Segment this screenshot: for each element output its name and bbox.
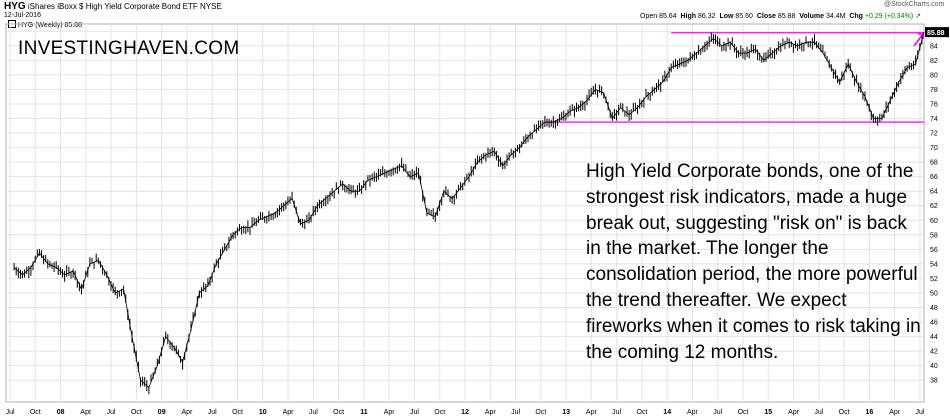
volume-label: Volume bbox=[799, 13, 825, 20]
x-tick-label: Oct bbox=[131, 409, 142, 416]
y-tick-label: 58 bbox=[930, 232, 938, 239]
x-tick-label: Oct bbox=[839, 409, 850, 416]
x-tick-label: Oct bbox=[738, 409, 749, 416]
y-tick-label: 54 bbox=[930, 261, 938, 268]
y-tick-label: 44 bbox=[930, 334, 938, 341]
x-tick-label: Oct bbox=[232, 409, 243, 416]
x-tick-label: 08 bbox=[57, 409, 65, 416]
legend-label: HYG (Weekly) 85.88 bbox=[18, 22, 83, 29]
high-value: 86.32 bbox=[698, 13, 716, 20]
ohlc-readout: Open 85.64 High 86.32 Low 85.60 Close 85… bbox=[640, 12, 921, 20]
x-tick-label: Oct bbox=[434, 409, 445, 416]
x-tick-label: Oct bbox=[333, 409, 344, 416]
x-tick-label: Apr bbox=[485, 409, 497, 416]
x-tick-label: Oct bbox=[30, 409, 41, 416]
y-tick-label: 84 bbox=[930, 43, 938, 50]
volume-value: 34.4M bbox=[825, 13, 846, 20]
chg-label: Chg bbox=[849, 13, 863, 20]
up-arrow-icon: ↗ bbox=[915, 13, 921, 20]
last-value-label: 85.88 bbox=[927, 30, 945, 37]
x-tick-label: 12 bbox=[461, 409, 469, 416]
ticker-symbol: HYG bbox=[4, 1, 26, 12]
y-tick-label: 52 bbox=[930, 276, 938, 283]
x-tick-label: 10 bbox=[259, 409, 267, 416]
last-value-marker: 85.88 bbox=[925, 27, 949, 38]
x-tick-label: Jul bbox=[6, 409, 15, 416]
x-tick-label: Oct bbox=[535, 409, 546, 416]
stockcharts-credit: @StockCharts.com bbox=[884, 1, 945, 8]
y-tick-label: 60 bbox=[930, 218, 938, 225]
price-series bbox=[13, 31, 925, 395]
y-tick-label: 78 bbox=[930, 87, 938, 94]
y-tick-label: 74 bbox=[930, 116, 938, 123]
y-tick-label: 50 bbox=[930, 290, 938, 297]
price-line bbox=[13, 31, 925, 389]
high-label: High bbox=[680, 13, 697, 20]
y-tick-label: 64 bbox=[930, 189, 938, 196]
brand-watermark: INVESTINGHAVEN.COM bbox=[18, 38, 240, 59]
chart-grid bbox=[5, 23, 925, 403]
y-tick-label: 76 bbox=[930, 101, 938, 108]
close-label: Close bbox=[756, 13, 776, 20]
open-value: 85.64 bbox=[659, 13, 677, 20]
x-tick-label: 14 bbox=[663, 409, 671, 416]
y-tick-label: 72 bbox=[930, 131, 938, 138]
y-tick-label: 66 bbox=[930, 174, 938, 181]
y-tick-label: 68 bbox=[930, 160, 938, 167]
last-value-box bbox=[925, 27, 949, 38]
y-tick-label: 62 bbox=[930, 203, 938, 210]
x-tick-label: Jul bbox=[107, 409, 116, 416]
y-tick-label: 40 bbox=[930, 363, 938, 370]
x-tick-label: 16 bbox=[866, 409, 874, 416]
y-tick-label: 56 bbox=[930, 247, 938, 254]
x-tick-label: Apr bbox=[788, 409, 800, 416]
x-tick-label: Jul bbox=[511, 409, 520, 416]
x-tick-label: Apr bbox=[283, 409, 295, 416]
x-tick-label: Apr bbox=[80, 409, 92, 416]
x-tick-label: 11 bbox=[360, 409, 368, 416]
low-label: Low bbox=[719, 13, 734, 20]
ticker-title: HYG iShares iBoxx $ High Yield Corporate… bbox=[4, 1, 222, 12]
x-tick-label: Apr bbox=[384, 409, 396, 416]
x-tick-label: Oct bbox=[636, 409, 647, 416]
x-axis: Jul Oct 08 Apr Jul Oct 09 Apr Jul Oct 10 Apr Jul Oct 1… bbox=[6, 409, 925, 416]
x-tick-label: Jul bbox=[410, 409, 419, 416]
security-name: iShares iBoxx $ High Yield Corporate Bon… bbox=[27, 2, 198, 11]
x-tick-label: 15 bbox=[764, 409, 772, 416]
chg-value: +0.29 (+0.34%) bbox=[864, 13, 914, 20]
x-tick-label: Apr bbox=[687, 409, 699, 416]
x-tick-label: Jul bbox=[814, 409, 823, 416]
exchange-label: NYSE bbox=[200, 2, 222, 11]
x-tick-label: 13 bbox=[562, 409, 570, 416]
y-tick-label: 42 bbox=[930, 349, 938, 356]
y-tick-label: 38 bbox=[930, 378, 938, 385]
annotation-text: High Yield Corporate bonds, one of the s… bbox=[586, 161, 921, 363]
y-tick-label: 82 bbox=[930, 58, 938, 65]
chart-date: 12-Jul-2016 bbox=[4, 12, 41, 19]
open-label: Open bbox=[640, 13, 658, 20]
y-tick-label: 80 bbox=[930, 72, 938, 79]
x-tick-label: 09 bbox=[158, 409, 166, 416]
x-tick-label: Apr bbox=[182, 409, 194, 416]
low-value: 85.60 bbox=[735, 13, 753, 20]
x-tick-label: Apr bbox=[889, 409, 901, 416]
x-tick-label: Jul bbox=[208, 409, 217, 416]
y-tick-label: 48 bbox=[930, 305, 938, 312]
chart-header: HYG iShares iBoxx $ High Yield Corporate… bbox=[0, 0, 950, 22]
y-axis: 38 40 42 44 46 48 50 52 54 56 58 60 62 64 66 68 70 72 74 76… bbox=[930, 29, 938, 385]
x-tick-label: Jul bbox=[612, 409, 621, 416]
close-value: 85.88 bbox=[777, 13, 796, 20]
y-tick-label: 46 bbox=[930, 320, 938, 327]
y-tick-label: 70 bbox=[930, 145, 938, 152]
x-tick-label: Jul bbox=[713, 409, 722, 416]
x-tick-label: Apr bbox=[586, 409, 598, 416]
x-tick-label: Jul bbox=[915, 409, 924, 416]
x-tick-label: Jul bbox=[309, 409, 318, 416]
